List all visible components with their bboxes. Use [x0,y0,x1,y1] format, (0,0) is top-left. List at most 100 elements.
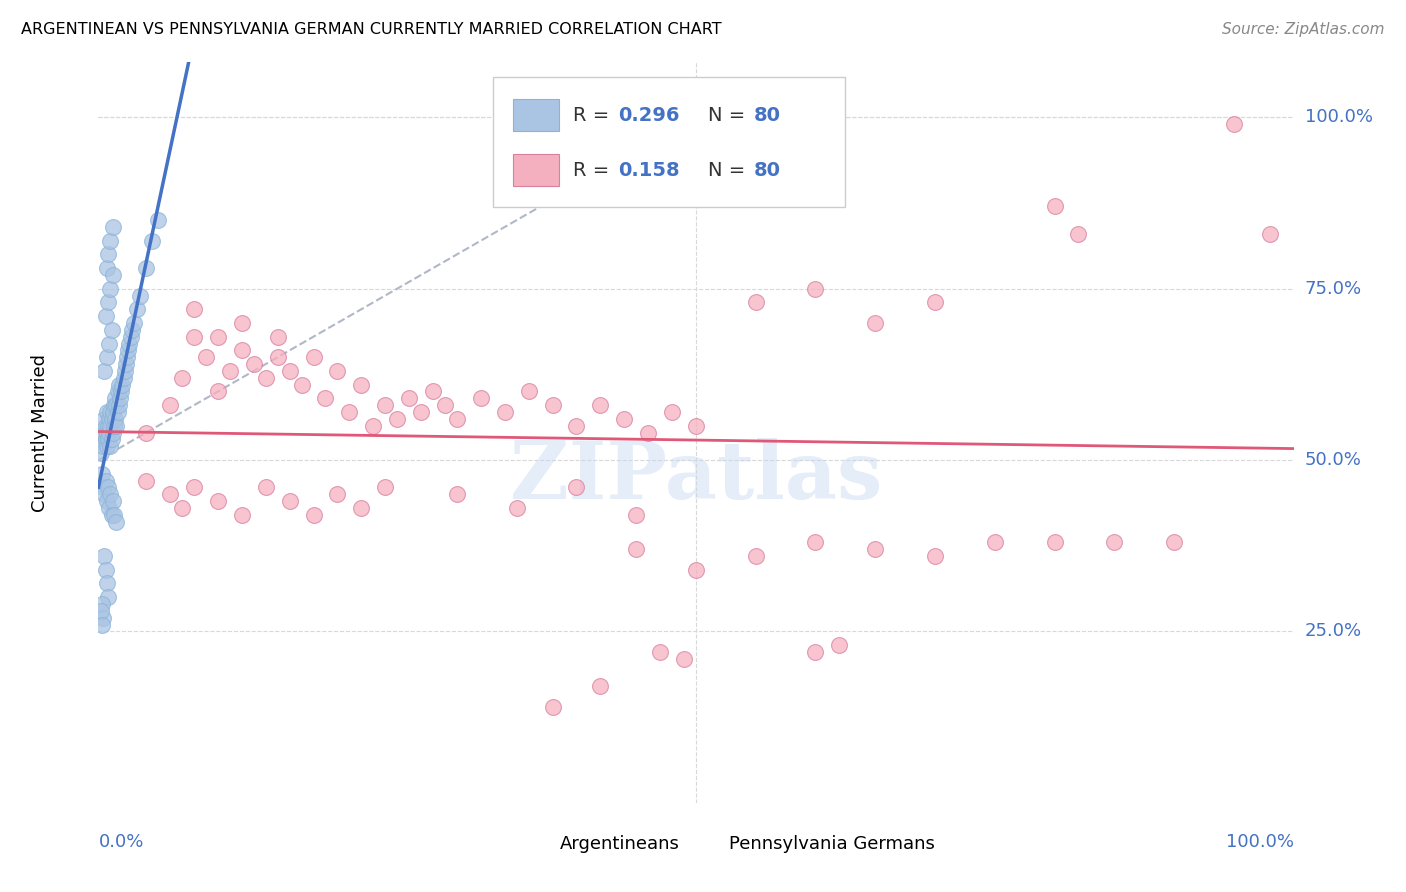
FancyBboxPatch shape [513,99,558,131]
Point [93,425,115,440]
Point [93,549,115,563]
Text: Currently Married: Currently Married [31,353,49,512]
Point [315,392,337,406]
Point [101,268,124,282]
Point [326,364,349,378]
Point [98,425,121,440]
Point [105,398,128,412]
Point [112,371,135,385]
Point [94,309,117,323]
Point [98,234,122,248]
Point [231,316,253,330]
Point [103,418,125,433]
Point [446,487,468,501]
Point [422,384,444,399]
Point [91,433,114,447]
Point [278,494,301,508]
Point [541,699,564,714]
Point [626,542,648,557]
Point [93,364,115,378]
Point [207,384,229,399]
Point [100,433,122,447]
Point [108,392,131,406]
Point [121,323,143,337]
Point [93,412,115,426]
Point [398,392,420,406]
Point [94,563,117,577]
Point [661,405,683,419]
Point [613,412,636,426]
Point [254,371,277,385]
Point [97,418,120,433]
Point [172,371,194,385]
Point [101,219,124,234]
Point [91,597,114,611]
Point [924,549,946,563]
Point [385,412,409,426]
Point [804,535,827,549]
Point [104,412,127,426]
Point [541,398,564,412]
Point [745,549,768,563]
Point [117,343,139,358]
Text: R =: R = [572,161,616,179]
Point [135,261,157,276]
Point [124,316,146,330]
Point [745,295,768,310]
Point [159,487,181,501]
Text: 0.158: 0.158 [619,161,681,179]
Point [97,247,120,261]
Point [350,501,373,516]
Point [183,329,205,343]
Point [231,508,253,522]
Point [1043,535,1066,549]
Point [98,405,122,419]
Point [101,494,124,508]
Point [1067,227,1090,241]
Point [107,377,129,392]
Point [110,384,132,399]
Point [105,515,128,529]
Point [924,295,946,310]
Point [637,425,659,440]
Point [302,350,325,364]
Point [254,480,277,494]
Text: Argentineans: Argentineans [560,835,679,853]
Point [100,412,122,426]
Point [648,645,672,659]
Point [148,213,170,227]
Text: 80: 80 [754,105,780,125]
Point [626,508,648,522]
Point [517,384,540,399]
Point [120,329,142,343]
Point [1163,535,1185,549]
Point [984,535,1007,549]
Point [363,418,385,433]
Point [114,364,136,378]
Point [98,501,121,516]
Point [96,405,118,419]
Text: ARGENTINEAN VS PENNSYLVANIA GERMAN CURRENTLY MARRIED CORRELATION CHART: ARGENTINEAN VS PENNSYLVANIA GERMAN CURRE… [21,22,721,37]
Point [97,433,120,447]
Point [135,425,157,440]
Point [804,282,827,296]
Point [267,329,290,343]
Point [91,467,114,481]
Point [302,508,325,522]
Text: 0.296: 0.296 [619,105,679,125]
Text: ZIPatlas: ZIPatlas [510,438,882,516]
FancyBboxPatch shape [513,153,558,186]
Text: Pennsylvania Germans: Pennsylvania Germans [730,835,935,853]
Point [183,302,205,317]
Text: Source: ZipAtlas.com: Source: ZipAtlas.com [1222,22,1385,37]
Point [96,576,118,591]
Point [94,418,117,433]
Point [828,638,851,652]
Point [105,418,128,433]
Point [141,234,163,248]
Point [93,487,115,501]
Point [104,392,127,406]
Point [565,418,588,433]
Point [865,542,887,557]
Point [267,350,290,364]
